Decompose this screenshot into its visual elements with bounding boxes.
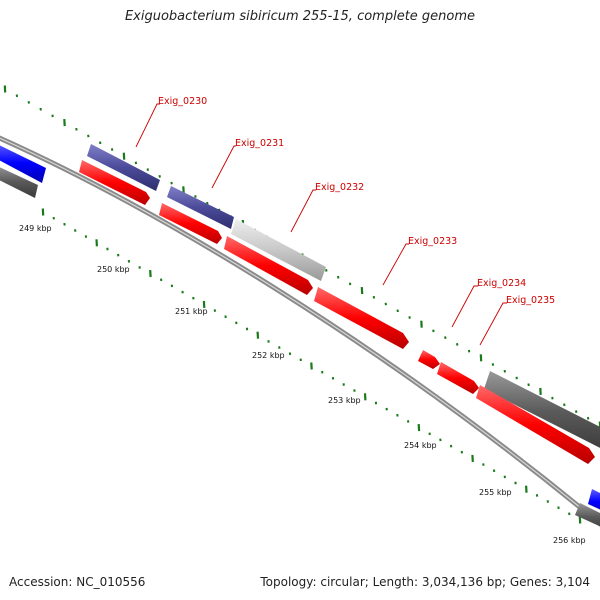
kbp-label-250: 250 kbp: [97, 265, 130, 274]
kbp-label-255: 255 kbp: [479, 488, 512, 497]
gene-label-exig-0230: Exig_0230: [158, 96, 207, 107]
gene-exig-0234[interactable]: [418, 350, 440, 369]
topology-text: Topology: circular; Length: 3,034,136 bp…: [260, 575, 590, 589]
kbp-label-253: 253 kbp: [328, 396, 361, 405]
kbp-label-252: 252 kbp: [252, 351, 285, 360]
gene-labels: Exig_0230 Exig_0231 Exig_0232 Exig_0233 …: [158, 96, 555, 306]
kbp-label-256: 256 kbp: [553, 536, 586, 545]
blue-feature-left: [0, 145, 46, 183]
gene-exig-0230[interactable]: [79, 144, 160, 205]
gene-label-exig-0234: Exig_0234: [477, 278, 526, 289]
gene-exig-0231[interactable]: [159, 186, 234, 244]
backbone: [0, 135, 600, 527]
kbp-label-251: 251 kbp: [175, 307, 208, 316]
gene-label-exig-0233: Exig_0233: [408, 236, 457, 247]
label-leaders: [135, 103, 507, 346]
gene-label-exig-0231: Exig_0231: [235, 138, 284, 149]
gene-exig-0233[interactable]: [314, 287, 409, 349]
kbp-label-254: 254 kbp: [404, 441, 437, 450]
gray-feature-left: [0, 167, 38, 198]
gray-feature-right: [484, 371, 600, 448]
kbp-labels: 249 kbp 250 kbp 251 kbp 252 kbp 253 kbp …: [19, 224, 586, 545]
gray-feature-bottom: [575, 503, 600, 527]
gene-label-exig-0232: Exig_0232: [315, 182, 364, 193]
map-title: Exiguobacterium sibiricum 255-15, comple…: [124, 9, 476, 24]
gene-exig-0235[interactable]: [437, 362, 595, 464]
gene-label-exig-0235: Exig_0235: [506, 295, 555, 306]
inner-tick-track: [41, 208, 582, 524]
gene-exig-0232[interactable]: [224, 219, 326, 295]
blue-feature-right: [588, 489, 600, 510]
kbp-label-249: 249 kbp: [19, 224, 52, 233]
accession-text: Accession: NC_010556: [9, 575, 146, 589]
